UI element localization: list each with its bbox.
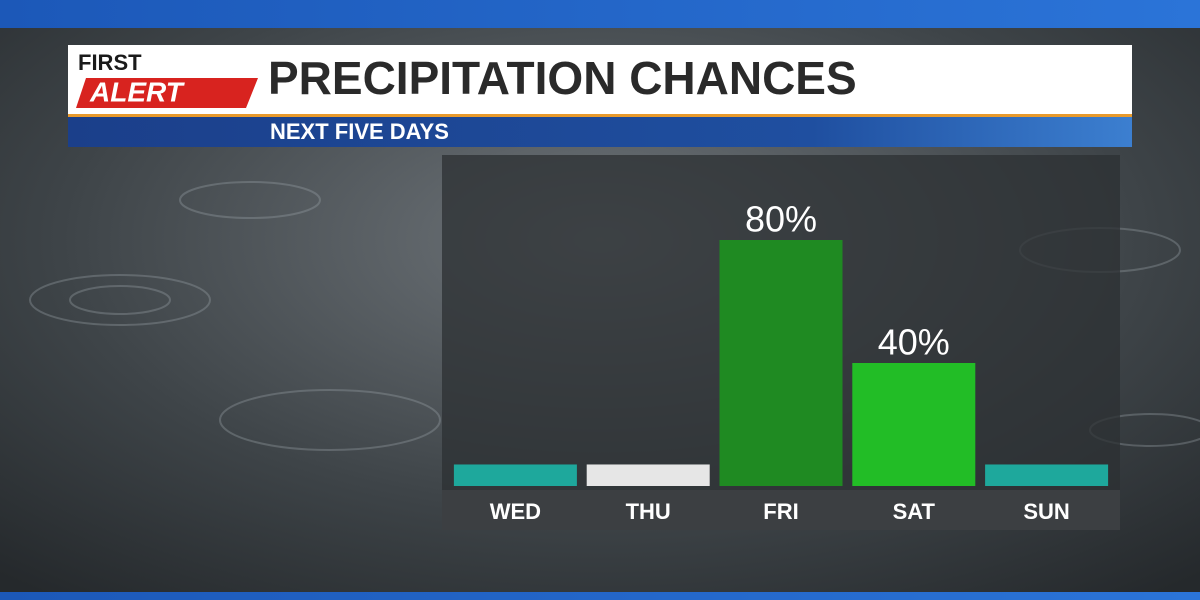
- bottom-strip: [0, 592, 1200, 600]
- bar: [719, 240, 843, 486]
- bar: [852, 363, 976, 486]
- bar: [453, 464, 577, 486]
- label-strip: [442, 490, 1120, 530]
- x-tick-label: SAT: [893, 499, 936, 524]
- top-strip: [0, 0, 1200, 28]
- x-tick-label: WED: [490, 499, 541, 524]
- brand-alert: ALERT: [89, 76, 186, 107]
- subtitle-bar: [68, 117, 1132, 147]
- bar: [586, 464, 710, 486]
- bar: [985, 464, 1109, 486]
- x-tick-label: FRI: [763, 499, 798, 524]
- x-tick-label: SUN: [1023, 499, 1069, 524]
- chart-subtitle: NEXT FIVE DAYS: [270, 119, 449, 144]
- header-accent: [68, 114, 1132, 117]
- value-label: 80%: [745, 199, 817, 240]
- value-label: 40%: [878, 322, 950, 363]
- brand-badge: [76, 78, 258, 108]
- brand-first: FIRST: [78, 50, 142, 75]
- chart-title: PRECIPITATION CHANCES: [268, 52, 857, 104]
- x-tick-label: THU: [626, 499, 671, 524]
